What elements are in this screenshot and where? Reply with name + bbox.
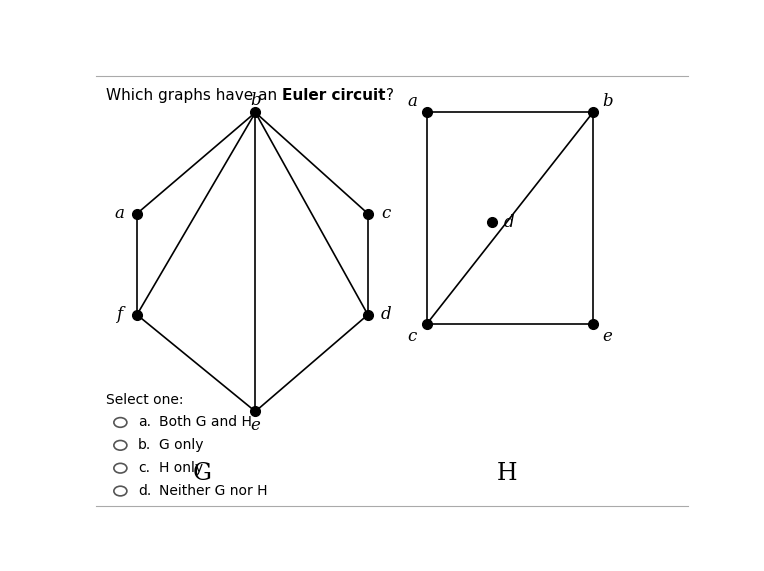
Text: H: H [497,461,517,485]
Text: b: b [602,93,613,110]
Text: b: b [250,92,261,108]
Text: f: f [116,306,122,323]
Text: b.: b. [138,439,151,452]
Text: G only: G only [160,439,204,452]
Text: c: c [381,205,390,222]
Text: a: a [407,93,417,110]
Text: a.: a. [138,416,151,429]
Text: ?: ? [386,89,393,103]
Text: d: d [380,306,391,323]
Text: d.: d. [138,484,151,498]
Text: c: c [408,328,417,345]
Text: Euler circuit: Euler circuit [282,89,386,103]
Text: Select one:: Select one: [106,393,183,408]
Text: c.: c. [138,461,151,475]
Text: Neither G nor H: Neither G nor H [160,484,268,498]
Text: a: a [115,205,124,222]
Text: Which graphs have an: Which graphs have an [106,89,282,103]
Text: G: G [193,461,212,485]
Text: e: e [251,417,261,434]
Text: Both G and H: Both G and H [160,416,252,429]
Text: H only: H only [160,461,203,475]
Text: d: d [503,214,514,231]
Text: e: e [603,328,613,345]
